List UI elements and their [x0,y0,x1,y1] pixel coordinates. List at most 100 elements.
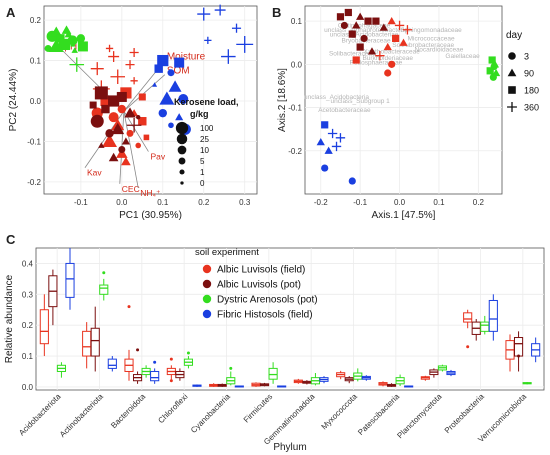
b-x-tick-label: 0.0 [394,198,406,207]
a-x-tick-label: 0.2 [198,198,210,207]
c-outlier [466,345,470,349]
c-box-albic-field [463,309,473,329]
b-taxon-label: Pedosphaeraceae [350,59,403,66]
day-legend-label: 90 [524,69,534,79]
size-legend-label: 5 [200,157,205,166]
a-point-dystric-pot [69,57,85,72]
a-point-albic-pot [116,91,127,102]
c-y-tick-label: 0.0 [22,383,34,392]
c-x-tick-label: Firmicutes [242,392,274,424]
b-taxon-label: Solirubrobacteraceae [392,42,454,49]
a-point-fibric-field [154,64,163,73]
panel-label-b: B [272,5,281,20]
c-outlier [169,379,173,383]
soil-legend-marker [202,294,212,304]
a-point-albic-field [130,77,138,85]
a-point-albic-pot [105,129,114,138]
soil-legend-label: Dystric Arenosols (pot) [217,295,318,306]
c-x-tick-label: Planctomycetota [395,392,444,441]
a-point-fibric-field [158,108,167,118]
panel-b-grid [305,6,502,194]
soil-legend-marker [202,279,212,289]
b-taxon-label: Acetobacteraceae [318,107,371,114]
a-point-albic-field [102,133,118,148]
c-x-tick-label: Patescibacteria [356,392,401,437]
b-point-fibric-field [324,146,333,154]
c-box-dystric-pot [56,362,67,378]
panel-c-y-axis-label: Relative abundance [4,274,15,363]
b-taxon-label: Sphingomonadaceae [400,27,462,34]
b-point-albic-pot [348,30,356,38]
a-point-fibric-field [221,49,236,64]
a-y-tick-label: 0.0 [30,97,42,106]
c-y-tick-label: 0.3 [22,290,34,299]
b-point-fibric-field [327,128,338,139]
b-point-albic-field [394,20,405,31]
size-legend-label: 100 [200,124,214,133]
b-point-albic-field [392,34,400,43]
a-point-albic-field [110,69,126,85]
c-box-dystric-pot [437,364,448,372]
b-y-tick-label: 0.1 [291,17,303,26]
b-taxon-label: Nocardioidaceae [415,46,464,53]
a-point-fibric-field [231,23,242,33]
a-point-dystric-pot [70,42,75,47]
size-legend-dot [175,121,189,135]
b-y-tick-label: -0.1 [288,104,302,113]
a-y-tick-label: -0.1 [27,137,41,146]
b-point-dystric-pot [486,67,494,75]
c-box-dystric-pot [353,368,363,382]
b-taxon-label: unclass_Subgroup 1 [331,98,391,105]
day-legend-symbol [507,68,517,77]
a-point-albic-pot [101,104,110,114]
c-box-fibric-field [192,384,202,387]
panel-a-x-axis-label: PC1 (30.95%) [119,210,182,221]
c-box-albic-field [336,370,346,380]
a-point-dystric-pot [77,41,88,52]
a-point-albic-pot [121,137,130,145]
size-legend-dot [176,133,188,145]
a-point-fibric-field [178,93,189,104]
a-vector-label: pH [64,41,77,52]
a-vector-label: Pav [150,152,165,162]
a-point-albic-field [143,134,150,141]
panel-a-ticks: -0.1 0.0 0.1 0.2 0.3 -0.2 -0.1 0.0 0.1 0.2 [27,16,251,207]
c-x-tick-label: Acidobacteriota [17,392,63,438]
c-y-tick-label: 0.2 [22,321,34,330]
a-y-tick-label: -0.2 [27,178,41,187]
c-box-albic-pot [90,306,100,372]
b-taxon-label: unclass_Acidobacteriae [330,31,399,38]
b-point-albic-pot [379,23,388,31]
size-legend-label: 0 [200,179,205,188]
c-box-dystric-pot [522,381,532,385]
c-box-fibric-field [150,368,160,384]
a-point-fibric-field [174,57,185,68]
c-x-tick-label: Actinobacteriota [58,392,105,439]
b-y-tick-label: -0.2 [288,147,302,156]
c-outlier [127,305,131,309]
c-x-tick-label: Proteobacteria [443,392,487,436]
a-point-dystric-pot [44,44,52,52]
c-box-fibric-field [234,385,244,388]
c-box-fibric-field [107,356,117,372]
c-box-fibric-field [319,376,329,384]
panel-c-x-axis-label: Phylum [273,442,306,453]
c-box-albic-pot [259,382,270,387]
b-taxon-label: Burkholderiaceae [362,55,413,62]
c-box-fibric-field [361,375,371,381]
a-x-tick-label: 0.0 [116,198,128,207]
day-legend-symbol [508,86,516,94]
a-point-albic-field [108,112,119,123]
a-point-albic-field [121,156,131,166]
a-vector-label: Kav [87,168,102,178]
panel-c-soil-legend: soil experiment Albic Luvisols (field) Al… [195,247,318,321]
c-box-fibric-field [488,294,498,341]
size-legend-dot [179,169,185,175]
panel-b-y-axis-label: Axis.2 [18.6%] [277,68,288,132]
b-point-fibric-field [321,164,329,172]
b-point-dystric-pot [488,56,496,64]
panel-c-boxplot: 0.0 0.1 0.2 0.3 0.4 AcidobacteriotaActinobact… [4,247,545,453]
soil-legend-label: Fibric Histosols (field) [217,310,313,321]
a-point-albic-pot [124,107,136,118]
